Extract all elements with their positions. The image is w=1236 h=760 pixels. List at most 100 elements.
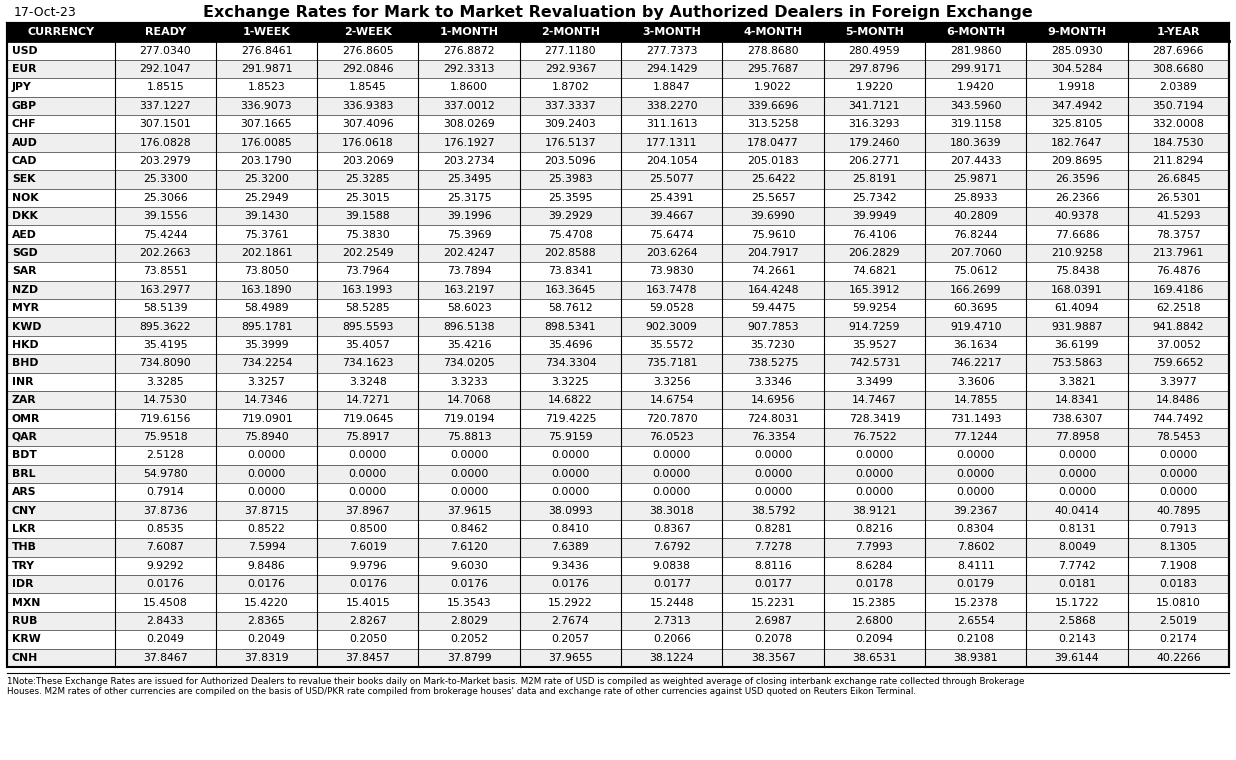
- Text: 309.2403: 309.2403: [545, 119, 596, 129]
- Bar: [7, 630, 1229, 648]
- Text: 0.0000: 0.0000: [1159, 487, 1198, 497]
- Bar: [7, 188, 1229, 207]
- Text: 0.0000: 0.0000: [653, 469, 691, 479]
- Text: 0.2050: 0.2050: [349, 635, 387, 644]
- Text: 3.3256: 3.3256: [653, 377, 691, 387]
- Text: IDR: IDR: [12, 579, 33, 589]
- Text: 281.9860: 281.9860: [950, 46, 1001, 55]
- Text: 39.1996: 39.1996: [447, 211, 492, 221]
- Bar: [7, 318, 1229, 336]
- Text: 341.7121: 341.7121: [849, 101, 900, 111]
- Text: 1.8523: 1.8523: [247, 82, 286, 93]
- Text: 203.2069: 203.2069: [342, 156, 394, 166]
- Text: CNH: CNH: [12, 653, 38, 663]
- Text: 213.7961: 213.7961: [1153, 248, 1204, 258]
- Text: 0.0000: 0.0000: [450, 487, 488, 497]
- Text: 40.2809: 40.2809: [953, 211, 999, 221]
- Text: JPY: JPY: [12, 82, 32, 93]
- Text: 0.0000: 0.0000: [247, 487, 286, 497]
- Text: 308.6680: 308.6680: [1152, 64, 1204, 74]
- Text: 73.9830: 73.9830: [649, 267, 695, 277]
- Text: 2.6800: 2.6800: [855, 616, 894, 626]
- Text: 0.8131: 0.8131: [1058, 524, 1096, 534]
- Text: 25.3175: 25.3175: [447, 193, 492, 203]
- Text: 168.0391: 168.0391: [1051, 285, 1103, 295]
- Text: KWD: KWD: [12, 321, 42, 331]
- Text: 14.7271: 14.7271: [346, 395, 391, 405]
- Text: 3.3821: 3.3821: [1058, 377, 1096, 387]
- Text: 7.5994: 7.5994: [247, 543, 286, 553]
- Text: 75.6474: 75.6474: [649, 230, 695, 239]
- Text: 163.1993: 163.1993: [342, 285, 393, 295]
- Bar: [7, 575, 1229, 594]
- Text: 73.8341: 73.8341: [548, 267, 593, 277]
- Text: 164.4248: 164.4248: [748, 285, 798, 295]
- Text: 895.3622: 895.3622: [140, 321, 190, 331]
- Text: RUB: RUB: [12, 616, 37, 626]
- Text: 204.7917: 204.7917: [748, 248, 798, 258]
- Text: 38.1224: 38.1224: [649, 653, 695, 663]
- Text: 38.5792: 38.5792: [750, 505, 796, 515]
- Text: 15.2385: 15.2385: [852, 597, 896, 607]
- Text: 75.9159: 75.9159: [548, 432, 593, 442]
- Text: 0.0177: 0.0177: [653, 579, 691, 589]
- Text: 209.8695: 209.8695: [1051, 156, 1103, 166]
- Text: 1.9918: 1.9918: [1058, 82, 1096, 93]
- Text: 8.6284: 8.6284: [855, 561, 894, 571]
- Text: 2.0389: 2.0389: [1159, 82, 1198, 93]
- Text: 75.4244: 75.4244: [143, 230, 188, 239]
- Text: 182.7647: 182.7647: [1052, 138, 1103, 147]
- Text: 1.8847: 1.8847: [653, 82, 691, 93]
- Text: 39.1430: 39.1430: [245, 211, 289, 221]
- Text: 38.6531: 38.6531: [852, 653, 896, 663]
- Text: 75.3969: 75.3969: [447, 230, 492, 239]
- Bar: [7, 299, 1229, 318]
- Text: 294.1429: 294.1429: [646, 64, 697, 74]
- Text: 73.8551: 73.8551: [143, 267, 188, 277]
- Bar: [7, 262, 1229, 280]
- Text: 58.6023: 58.6023: [446, 303, 492, 313]
- Bar: [7, 428, 1229, 446]
- Text: 75.9610: 75.9610: [750, 230, 796, 239]
- Text: CHF: CHF: [12, 119, 37, 129]
- Text: 54.9780: 54.9780: [143, 469, 188, 479]
- Text: 37.8799: 37.8799: [447, 653, 492, 663]
- Text: 0.0000: 0.0000: [653, 451, 691, 461]
- Text: 2.7674: 2.7674: [551, 616, 590, 626]
- Text: 350.7194: 350.7194: [1152, 101, 1204, 111]
- Text: 0.0181: 0.0181: [1058, 579, 1096, 589]
- Text: 7.8602: 7.8602: [957, 543, 995, 553]
- Text: 14.7855: 14.7855: [953, 395, 997, 405]
- Text: MXN: MXN: [12, 597, 41, 607]
- Bar: [7, 556, 1229, 575]
- Text: 919.4710: 919.4710: [950, 321, 1001, 331]
- Text: 0.2094: 0.2094: [855, 635, 894, 644]
- Text: 75.4708: 75.4708: [548, 230, 593, 239]
- Text: 75.3830: 75.3830: [345, 230, 391, 239]
- Text: 202.2663: 202.2663: [140, 248, 192, 258]
- Text: 0.0000: 0.0000: [551, 487, 590, 497]
- Text: 75.3761: 75.3761: [245, 230, 289, 239]
- Text: 15.4015: 15.4015: [345, 597, 391, 607]
- Text: 73.7894: 73.7894: [447, 267, 492, 277]
- Text: 1Note:These Exchange Rates are issued for Authorized Dealers to revalue their bo: 1Note:These Exchange Rates are issued fo…: [7, 677, 1025, 686]
- Text: 8.8116: 8.8116: [754, 561, 792, 571]
- Text: 7.6087: 7.6087: [146, 543, 184, 553]
- Text: 2.8365: 2.8365: [247, 616, 286, 626]
- Text: 3.3346: 3.3346: [754, 377, 792, 387]
- Text: 210.9258: 210.9258: [1051, 248, 1103, 258]
- Text: 307.1501: 307.1501: [140, 119, 192, 129]
- Text: 59.4475: 59.4475: [750, 303, 796, 313]
- Text: 58.5139: 58.5139: [143, 303, 188, 313]
- Text: 35.4057: 35.4057: [345, 340, 391, 350]
- Text: 14.7467: 14.7467: [852, 395, 896, 405]
- Text: 59.0528: 59.0528: [649, 303, 695, 313]
- Text: 26.5301: 26.5301: [1156, 193, 1200, 203]
- Text: 58.7612: 58.7612: [548, 303, 593, 313]
- Text: 25.3495: 25.3495: [447, 174, 492, 185]
- Text: 746.2217: 746.2217: [950, 359, 1001, 369]
- Text: 37.8467: 37.8467: [143, 653, 188, 663]
- Text: 25.2949: 25.2949: [245, 193, 289, 203]
- Bar: [7, 207, 1229, 226]
- Text: 9.9796: 9.9796: [349, 561, 387, 571]
